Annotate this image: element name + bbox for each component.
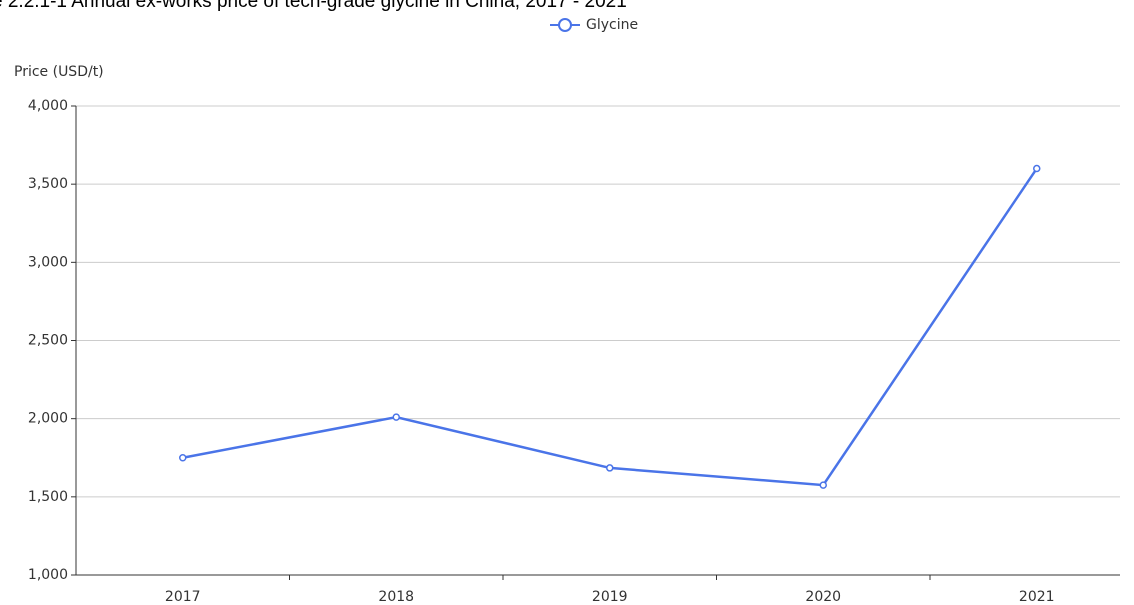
- data-point: [392, 413, 400, 421]
- legend-marker: [558, 18, 572, 32]
- data-point: [819, 481, 827, 489]
- x-tick-label: 2020: [805, 589, 841, 605]
- data-point: [1033, 164, 1041, 173]
- x-tick-label: 2018: [378, 589, 414, 605]
- y-axis-label: Price (USD/t): [14, 64, 104, 80]
- series-line: [182, 167, 1038, 487]
- data-point: [606, 464, 614, 472]
- x-tick-label: 2017: [165, 589, 201, 605]
- data-point: [179, 454, 187, 462]
- y-tick-label: 3,000: [28, 254, 68, 270]
- y-tick-label: 4,000: [28, 98, 68, 114]
- legend-label: Glycine: [586, 17, 638, 33]
- y-tick-label: 1,500: [28, 489, 68, 505]
- y-tick-label: 2,500: [28, 333, 68, 349]
- y-tick-label: 2,000: [28, 411, 68, 427]
- x-tick-label: 2021: [1019, 589, 1055, 605]
- y-tick-label: 1,000: [28, 567, 68, 583]
- x-tick-label: 2019: [592, 589, 628, 605]
- chart-title: e 2.2.1-1 Annual ex-works price of tech-…: [0, 0, 627, 12]
- y-tick-label: 3,500: [28, 176, 68, 192]
